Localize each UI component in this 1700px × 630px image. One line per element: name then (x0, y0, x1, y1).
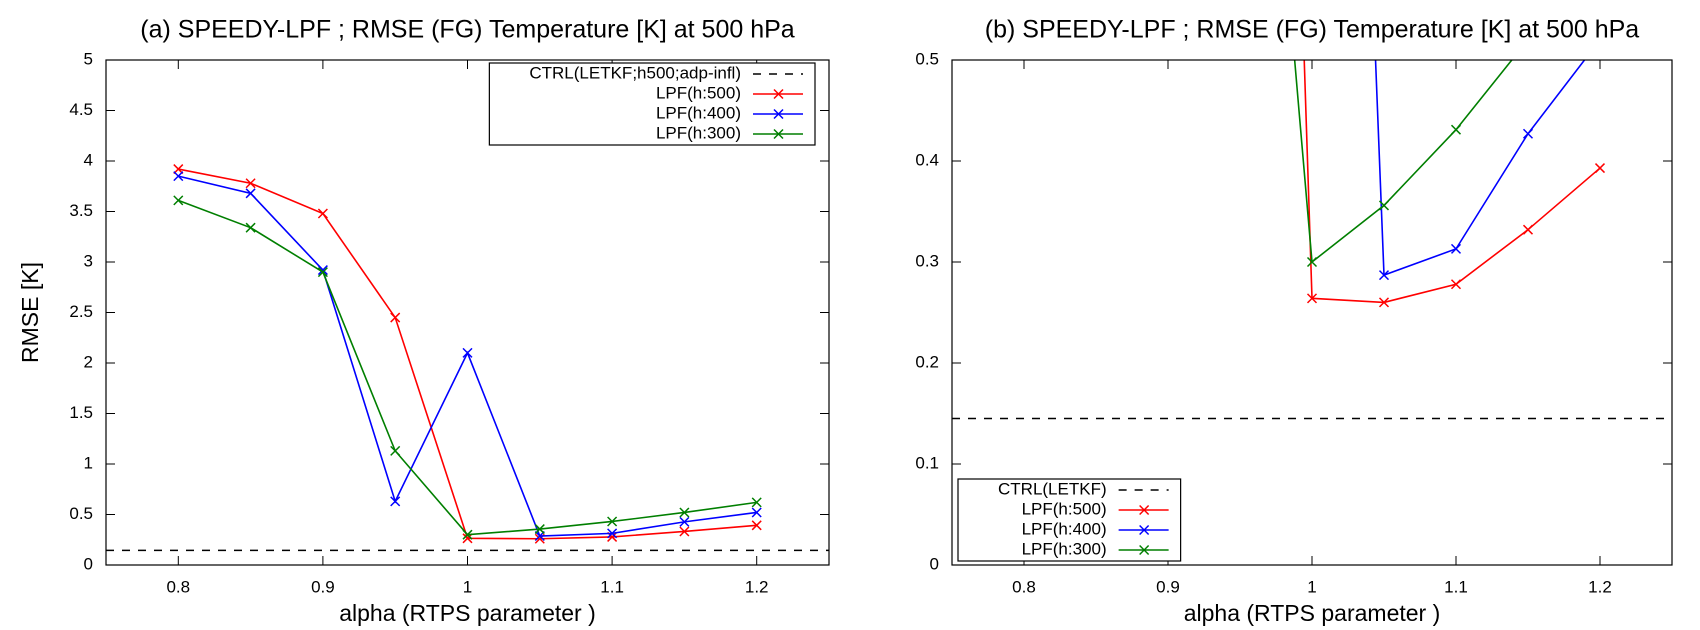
legend-label: LPF(h:500) (656, 83, 741, 102)
chart-title: (b) SPEEDY-LPF ; RMSE (FG) Temperature [… (985, 16, 1640, 44)
marker (679, 526, 690, 537)
marker (1450, 124, 1462, 135)
marker (1450, 279, 1462, 290)
y-tick-label: 1.5 (69, 403, 93, 422)
marker (1306, 293, 1318, 304)
marker (751, 520, 762, 531)
marker (390, 445, 401, 456)
legend-label: LPF(h:300) (656, 123, 741, 142)
marker (1594, 163, 1606, 174)
y-tick-label: 4 (84, 150, 93, 169)
y-tick-label: 2.5 (69, 302, 93, 321)
legend-marker (1139, 544, 1150, 556)
marker (679, 516, 690, 527)
marker (1378, 200, 1390, 211)
legend-label: CTRL(LETKF) (998, 479, 1107, 498)
plot-frame (105, 59, 830, 566)
y-axis-label: RMSE [K] (17, 262, 43, 363)
y-tick-label: 0.4 (915, 150, 939, 169)
y-tick-label: 0.2 (915, 352, 939, 371)
series-line (178, 175, 757, 537)
y-tick-label: 0.3 (915, 251, 939, 270)
x-axis-label: alpha (RTPS parameter ) (1184, 600, 1441, 626)
plot-area (106, 164, 829, 552)
marker (607, 528, 618, 539)
x-tick-label: 0.9 (311, 577, 335, 596)
x-tick-label: 1 (1307, 577, 1316, 596)
chart-title: (a) SPEEDY-LPF ; RMSE (FG) Temperature [… (140, 16, 795, 44)
y-tick-label: 4.5 (69, 100, 93, 119)
y-tick-label: 0 (84, 554, 93, 573)
legend-box (957, 478, 1182, 562)
legend-label: LPF(h:500) (1022, 499, 1107, 518)
y-tick-label: 0.1 (915, 453, 939, 472)
y-tick-label: 3 (84, 251, 93, 270)
marker (1378, 270, 1390, 281)
marker (1522, 128, 1534, 139)
x-tick-label: 1 (463, 577, 472, 596)
legend-marker (1139, 524, 1150, 536)
marker (173, 171, 184, 182)
plot-frame (951, 59, 1673, 566)
legend-marker (773, 108, 784, 120)
x-tick-label: 1.1 (600, 577, 624, 596)
y-tick-label: 2 (84, 352, 93, 371)
y-tick-label: 5 (84, 49, 93, 68)
marker (245, 222, 256, 233)
marker (1306, 256, 1318, 268)
legend-marker (773, 128, 784, 140)
series-line (1374, 60, 1586, 277)
marker (1378, 297, 1390, 308)
marker (462, 533, 473, 544)
x-tick-label: 1.2 (1588, 577, 1612, 596)
marker (679, 507, 690, 518)
plot-area (952, 60, 1672, 420)
marker (317, 265, 328, 276)
y-tick-label: 0.5 (915, 49, 939, 68)
x-tick-label: 1.1 (1444, 577, 1468, 596)
marker (317, 267, 328, 278)
marker (317, 208, 328, 219)
marker (390, 496, 401, 507)
marker (173, 164, 184, 175)
legend-label: CTRL(LETKF;h500;adp-infl) (529, 63, 741, 82)
legend-marker (773, 88, 784, 100)
legend-label: LPF(h:400) (656, 103, 741, 122)
marker (607, 516, 618, 527)
marker (462, 347, 473, 358)
x-axis-label: alpha (RTPS parameter ) (339, 600, 596, 626)
marker (245, 188, 256, 199)
x-tick-label: 0.8 (1012, 577, 1036, 596)
y-tick-label: 0 (930, 554, 939, 573)
legend-marker (1139, 504, 1150, 516)
y-tick-label: 3.5 (69, 201, 93, 220)
x-tick-label: 0.9 (1156, 577, 1180, 596)
marker (1450, 243, 1462, 254)
legend-label: LPF(h:400) (1022, 519, 1107, 538)
series-line (178, 199, 757, 536)
y-tick-label: 0.5 (69, 504, 93, 523)
marker (751, 507, 762, 518)
marker (534, 524, 545, 535)
y-tick-label: 1 (84, 453, 93, 472)
marker (1522, 224, 1534, 235)
marker (245, 178, 256, 189)
legend: CTRL(LETKF;h500;adp-infl)LPF(h:500)LPF(h… (488, 62, 816, 146)
x-tick-label: 0.8 (166, 577, 190, 596)
x-tick-label: 1.2 (745, 577, 769, 596)
marker (462, 529, 473, 540)
legend: CTRL(LETKF)LPF(h:500)LPF(h:400)LPF(h:300… (957, 478, 1182, 562)
marker (751, 497, 762, 508)
legend-label: LPF(h:300) (1022, 539, 1107, 558)
legend-box (488, 62, 816, 146)
marker (173, 195, 184, 206)
marker (390, 312, 401, 323)
